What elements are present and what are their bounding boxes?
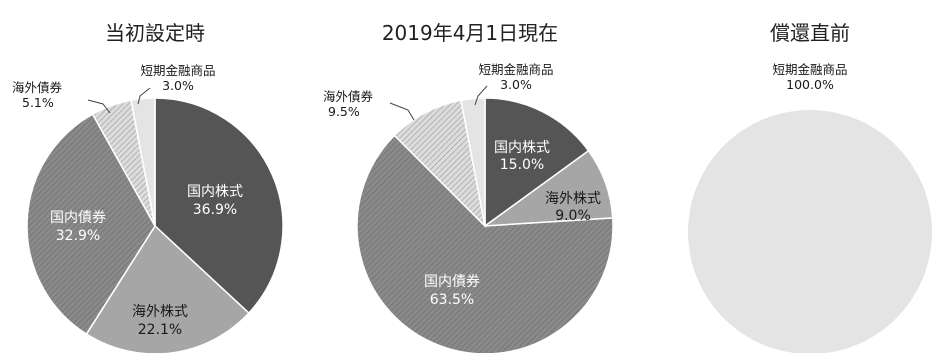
label-1-domestic-bond-value: 63.5% xyxy=(430,292,474,308)
label-0-domestic-bond-name: 国内債券 xyxy=(50,210,106,226)
label-1-short-term-name: 短期金融商品 xyxy=(478,62,553,77)
label-1-domestic-bond-name: 国内債券 xyxy=(424,274,480,290)
label-0-domestic-bond-value: 32.9% xyxy=(56,228,100,244)
label-0-foreign-stock-name: 海外株式 xyxy=(132,304,188,320)
label-0-foreign-stock-value: 22.1% xyxy=(138,322,182,338)
label-0-domestic-stock-name: 国内株式 xyxy=(187,184,243,200)
pie-2-slice-short-term xyxy=(688,110,932,353)
chart-1-title: 当初設定時 xyxy=(105,21,205,45)
label-0-domestic-stock-value: 36.9% xyxy=(193,202,237,218)
label-2-short-term-name: 短期金融商品 xyxy=(772,62,847,77)
label-0-foreign-bond-name: 海外債券 xyxy=(12,80,63,95)
label-0-short-term-value: 3.0% xyxy=(162,78,194,93)
label-1-foreign-bond-value: 9.5% xyxy=(328,104,360,119)
pie-chart-2019 xyxy=(357,98,613,353)
leader-line-1-foreign-bond xyxy=(390,103,414,120)
label-1-foreign-bond-name: 海外債券 xyxy=(323,89,374,104)
pie-chart-redemption xyxy=(688,110,932,353)
chart-2-title: 2019年4月1日現在 xyxy=(382,21,558,45)
chart-3-title: 償還直前 xyxy=(770,21,850,45)
label-1-domestic-stock-value: 15.0% xyxy=(500,157,544,173)
label-1-foreign-stock-value: 9.0% xyxy=(555,208,591,224)
label-0-foreign-bond-value: 5.1% xyxy=(22,95,54,110)
label-1-domestic-stock-name: 国内株式 xyxy=(494,140,550,156)
label-1-foreign-stock-name: 海外株式 xyxy=(545,191,601,207)
label-0-short-term-name: 短期金融商品 xyxy=(140,63,215,78)
label-1-short-term-value: 3.0% xyxy=(500,77,532,92)
label-2-short-term-value: 100.0% xyxy=(786,77,834,92)
